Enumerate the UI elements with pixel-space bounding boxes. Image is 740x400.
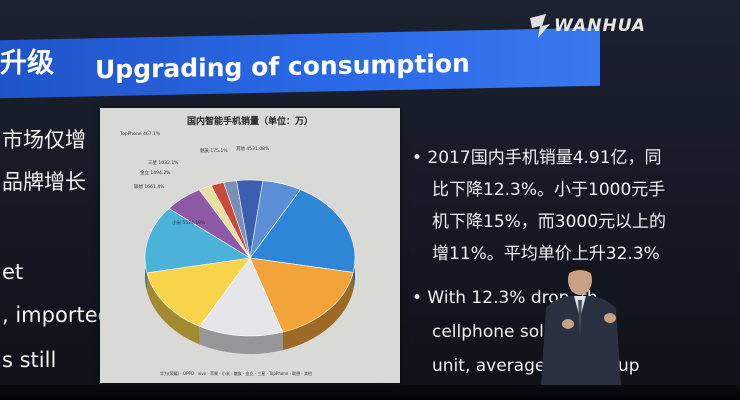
stage-floor: [0, 385, 740, 400]
legend-item: 小米: [221, 371, 230, 376]
slice-label-meizu: 魅族 175.1%: [200, 149, 228, 154]
pie-slice: [249, 257, 354, 333]
chart-legend: 华为(荣耀) · OPPO · vivo · 苹果 · 小米 · 魅族 · 金立…: [160, 371, 312, 376]
slice-label-xiaomi: 小米 5524.19%: [172, 221, 206, 226]
right-line-3: 机下降15%，而3000元以上的: [432, 212, 667, 232]
slice-label-other: 其他 4531.08%: [236, 147, 270, 152]
legend-item: 金立: [245, 371, 254, 376]
legend-item: OPPO: [182, 371, 195, 376]
legend-item: TopPhone: [269, 371, 289, 376]
right-line-6: cellphone sold in: [432, 322, 576, 342]
pie-slice-side: [199, 326, 283, 354]
legend-item: 华为(荣耀): [160, 371, 180, 376]
right-line-4: 增11%。平均单价上升32.3%: [432, 244, 660, 264]
logo-text: WANHUA: [554, 16, 646, 36]
slice-label-samsung: 三星 1032.1%: [148, 161, 179, 166]
left-line-1: 市场仅增: [2, 128, 86, 152]
legend-item: vivo: [197, 371, 207, 376]
slice-label-gionee: 金立 1494.2%: [140, 171, 171, 176]
left-line-4: , imported: [2, 303, 111, 327]
slice-label-lenovo: 联想 1661.4%: [134, 185, 165, 190]
pie-slice: [146, 257, 251, 327]
right-line-1: • 2017国内手机销量4.91亿，同: [412, 148, 662, 168]
pie-slice: [249, 189, 356, 273]
legend-item: 其他: [303, 371, 312, 376]
right-line-2: 比下降12.3%。小于1000元手: [432, 180, 666, 200]
pie-slice-side: [146, 272, 200, 345]
wanhua-logo: [530, 14, 550, 38]
legend-item: 联想: [292, 371, 301, 376]
legend-item: 三星: [257, 371, 266, 376]
chart-title: 国内智能手机销量（单位：万）: [186, 117, 313, 127]
slice-label-topphone: TopPhone 467.1%: [120, 132, 161, 137]
left-line-5: s still: [2, 348, 57, 372]
pie-chart-card: 国内智能手机销量（单位：万） 其他 4531.08% 魅族 175.1% 三星 …: [100, 108, 400, 383]
pie-slice: [199, 257, 284, 337]
legend-item: 苹果: [210, 371, 219, 376]
right-line-8: up: [618, 356, 640, 376]
left-line-2: 品牌增长: [2, 170, 86, 194]
speaker-figure: [540, 264, 622, 400]
pie-slice: [249, 180, 301, 259]
left-line-3: et: [2, 260, 24, 284]
pie-slice: [144, 208, 251, 274]
pie-slice-side: [282, 272, 354, 351]
legend-item: 魅族: [233, 371, 242, 376]
pie-chart: [144, 179, 356, 354]
banner-title-zh: 升级: [0, 48, 54, 79]
